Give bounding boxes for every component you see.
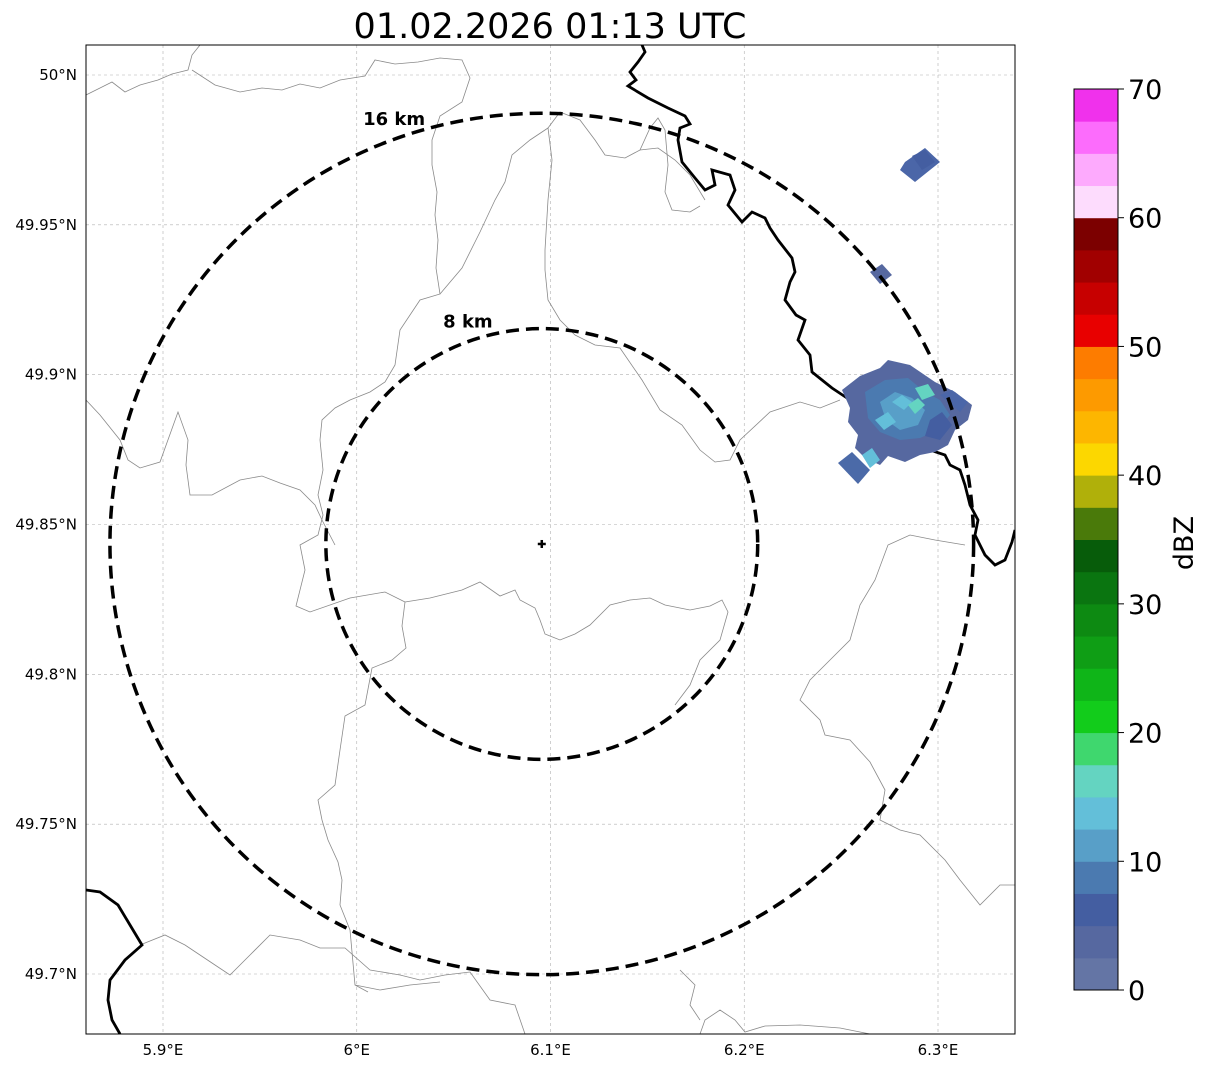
colorbar-bin — [1074, 636, 1118, 669]
radar-echoes — [838, 148, 972, 484]
colorbar-bin — [1074, 346, 1118, 380]
echo-cell — [915, 384, 935, 400]
lon-tick-label: 6.1°E — [530, 1041, 571, 1059]
range-ring-8km — [324, 326, 760, 762]
colorbar-bin — [1074, 764, 1118, 798]
lon-tick-label: 6.3°E — [918, 1041, 959, 1059]
colorbar-bin — [1074, 185, 1118, 219]
lat-tick-label: 49.85°N — [15, 516, 77, 534]
colorbar-tick-label: 70 — [1128, 75, 1162, 106]
colorbar-frame — [1073, 88, 1119, 991]
colorbar-bin — [1074, 507, 1118, 540]
boundary-line — [799, 534, 1015, 906]
colorbar-tick-label: 50 — [1128, 332, 1162, 363]
echo-cell — [940, 390, 968, 412]
colorbar-bin — [1074, 700, 1118, 734]
echo-cell — [838, 452, 870, 484]
colorbar-bin — [1074, 282, 1118, 315]
boundary-line — [191, 57, 471, 993]
colorbar-bin — [1074, 249, 1118, 283]
colorbar-bin — [1074, 539, 1118, 573]
boundary-line — [439, 127, 841, 463]
colorbar-tick-label: 20 — [1128, 719, 1162, 750]
echo-cell — [925, 412, 952, 440]
lat-tick-label: 49.95°N — [15, 216, 77, 234]
map-gridlines — [86, 45, 1015, 1034]
colorbar-label: dBZ — [1169, 516, 1200, 570]
map-frame — [85, 44, 1016, 1035]
border-line-east — [625, 45, 1015, 567]
dbz-colorbar: 0 10 20 30 40 50 60 70 — [1073, 75, 1162, 1007]
lat-tick-label: 49.8°N — [25, 665, 77, 683]
colorbar-bin — [1074, 957, 1118, 991]
colorbar-bin — [1074, 442, 1118, 476]
echo-cell — [875, 412, 896, 430]
colorbar-bin — [1074, 796, 1118, 830]
latitude-tick-labels: 50°N 49.95°N 49.9°N 49.85°N 49.8°N 49.75°N 49.… — [15, 66, 77, 983]
lat-tick-label: 49.9°N — [25, 366, 77, 384]
boundary-line — [679, 969, 701, 1021]
colorbar-bin — [1074, 475, 1118, 508]
range-ring-label: 16 km — [363, 109, 425, 130]
boundary-line — [86, 45, 201, 96]
colorbar-bin — [1074, 89, 1118, 122]
colorbar-bin — [1074, 925, 1118, 959]
echo-cell — [908, 398, 925, 414]
lon-tick-label: 6.2°E — [724, 1041, 765, 1059]
longitude-tick-labels: 5.9°E 6°E 6.1°E 6.2°E 6.3°E — [143, 1041, 959, 1059]
colorbar-bin — [1074, 603, 1118, 637]
echo-cell — [862, 448, 880, 468]
boundary-line — [139, 934, 526, 1034]
boundary-line — [404, 581, 729, 706]
lat-tick-label: 49.7°N — [25, 965, 77, 983]
lat-tick-label: 50°N — [39, 66, 77, 84]
colorbar-bin — [1074, 861, 1118, 894]
lat-tick-label: 49.75°N — [15, 815, 77, 833]
colorbar-bin — [1074, 571, 1118, 605]
lon-tick-label: 6°E — [343, 1041, 370, 1059]
boundary-line — [699, 1009, 871, 1034]
colorbar-bin — [1074, 378, 1118, 412]
colorbar-bin — [1074, 732, 1118, 766]
colorbar-bin — [1074, 893, 1118, 927]
colorbar-bin — [1074, 153, 1118, 187]
colorbar-bin — [1074, 121, 1118, 154]
colorbar-tick-label: 0 — [1128, 976, 1145, 1007]
border-line-southwest — [86, 888, 144, 1034]
municipal-boundaries — [86, 45, 1015, 1034]
map-title: 01.02.2026 01:13 UTC — [354, 7, 747, 47]
colorbar-bin — [1074, 217, 1118, 251]
range-ring-labels: 8 km 16 km — [363, 109, 493, 332]
national-border — [86, 45, 1015, 1034]
colorbar-tick-label: 40 — [1128, 461, 1162, 492]
boundary-line — [86, 399, 336, 546]
colorbar-bin — [1074, 410, 1118, 444]
range-ring-16km — [108, 111, 976, 977]
colorbar-tick-label: 10 — [1128, 847, 1162, 878]
boundary-line — [547, 111, 706, 201]
colorbar-tick-label: 60 — [1128, 204, 1162, 235]
echo-cell — [912, 150, 935, 170]
colorbar-bin — [1074, 314, 1118, 347]
colorbar-bin — [1074, 668, 1118, 701]
range-ring-label: 8 km — [443, 312, 493, 333]
range-rings — [108, 111, 976, 977]
boundary-line — [354, 981, 441, 991]
boundary-line — [639, 117, 701, 213]
echo-cell — [892, 395, 912, 410]
lon-tick-label: 5.9°E — [143, 1041, 184, 1059]
colorbar-bin — [1074, 829, 1118, 862]
colorbar-tick-label: 30 — [1128, 590, 1162, 621]
radar-site-marker — [537, 539, 546, 548]
